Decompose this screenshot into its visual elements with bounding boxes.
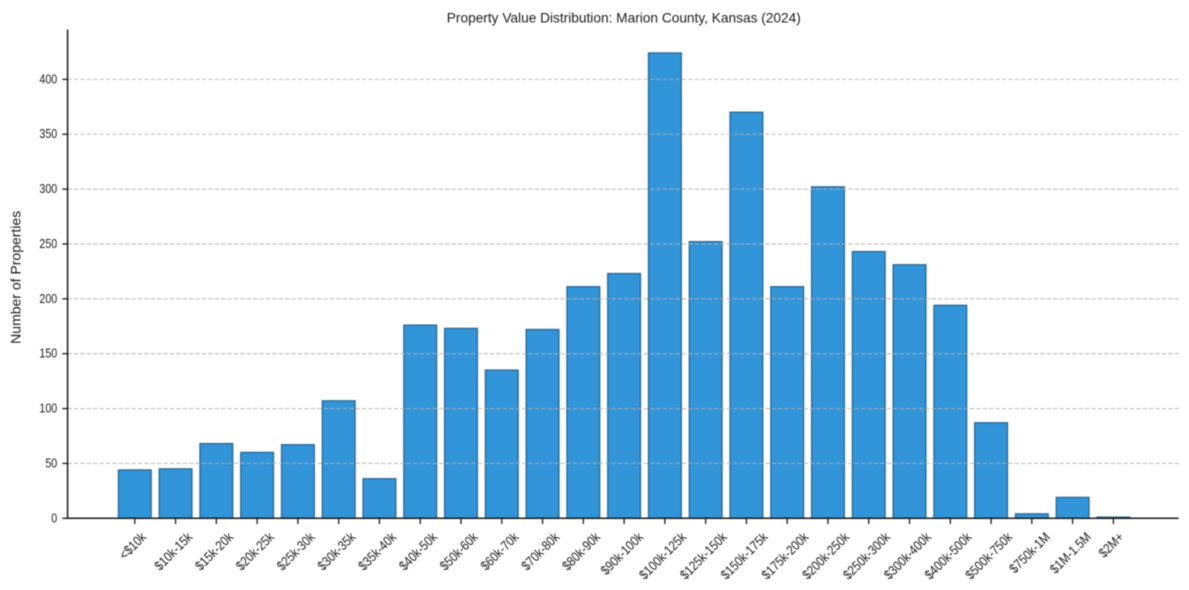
svg-text:300: 300 [39, 181, 57, 196]
svg-text:250: 250 [39, 236, 57, 251]
svg-text:Number of Properties: Number of Properties [8, 211, 24, 344]
svg-text:Property Value Distribution: M: Property Value Distribution: Marion Coun… [447, 11, 801, 26]
svg-text:200: 200 [39, 291, 57, 306]
svg-text:50: 50 [45, 455, 57, 470]
svg-text:400: 400 [39, 71, 57, 86]
svg-text:150: 150 [39, 346, 57, 361]
svg-text:0: 0 [51, 510, 57, 525]
svg-text:350: 350 [39, 126, 57, 141]
svg-text:100: 100 [39, 401, 57, 416]
